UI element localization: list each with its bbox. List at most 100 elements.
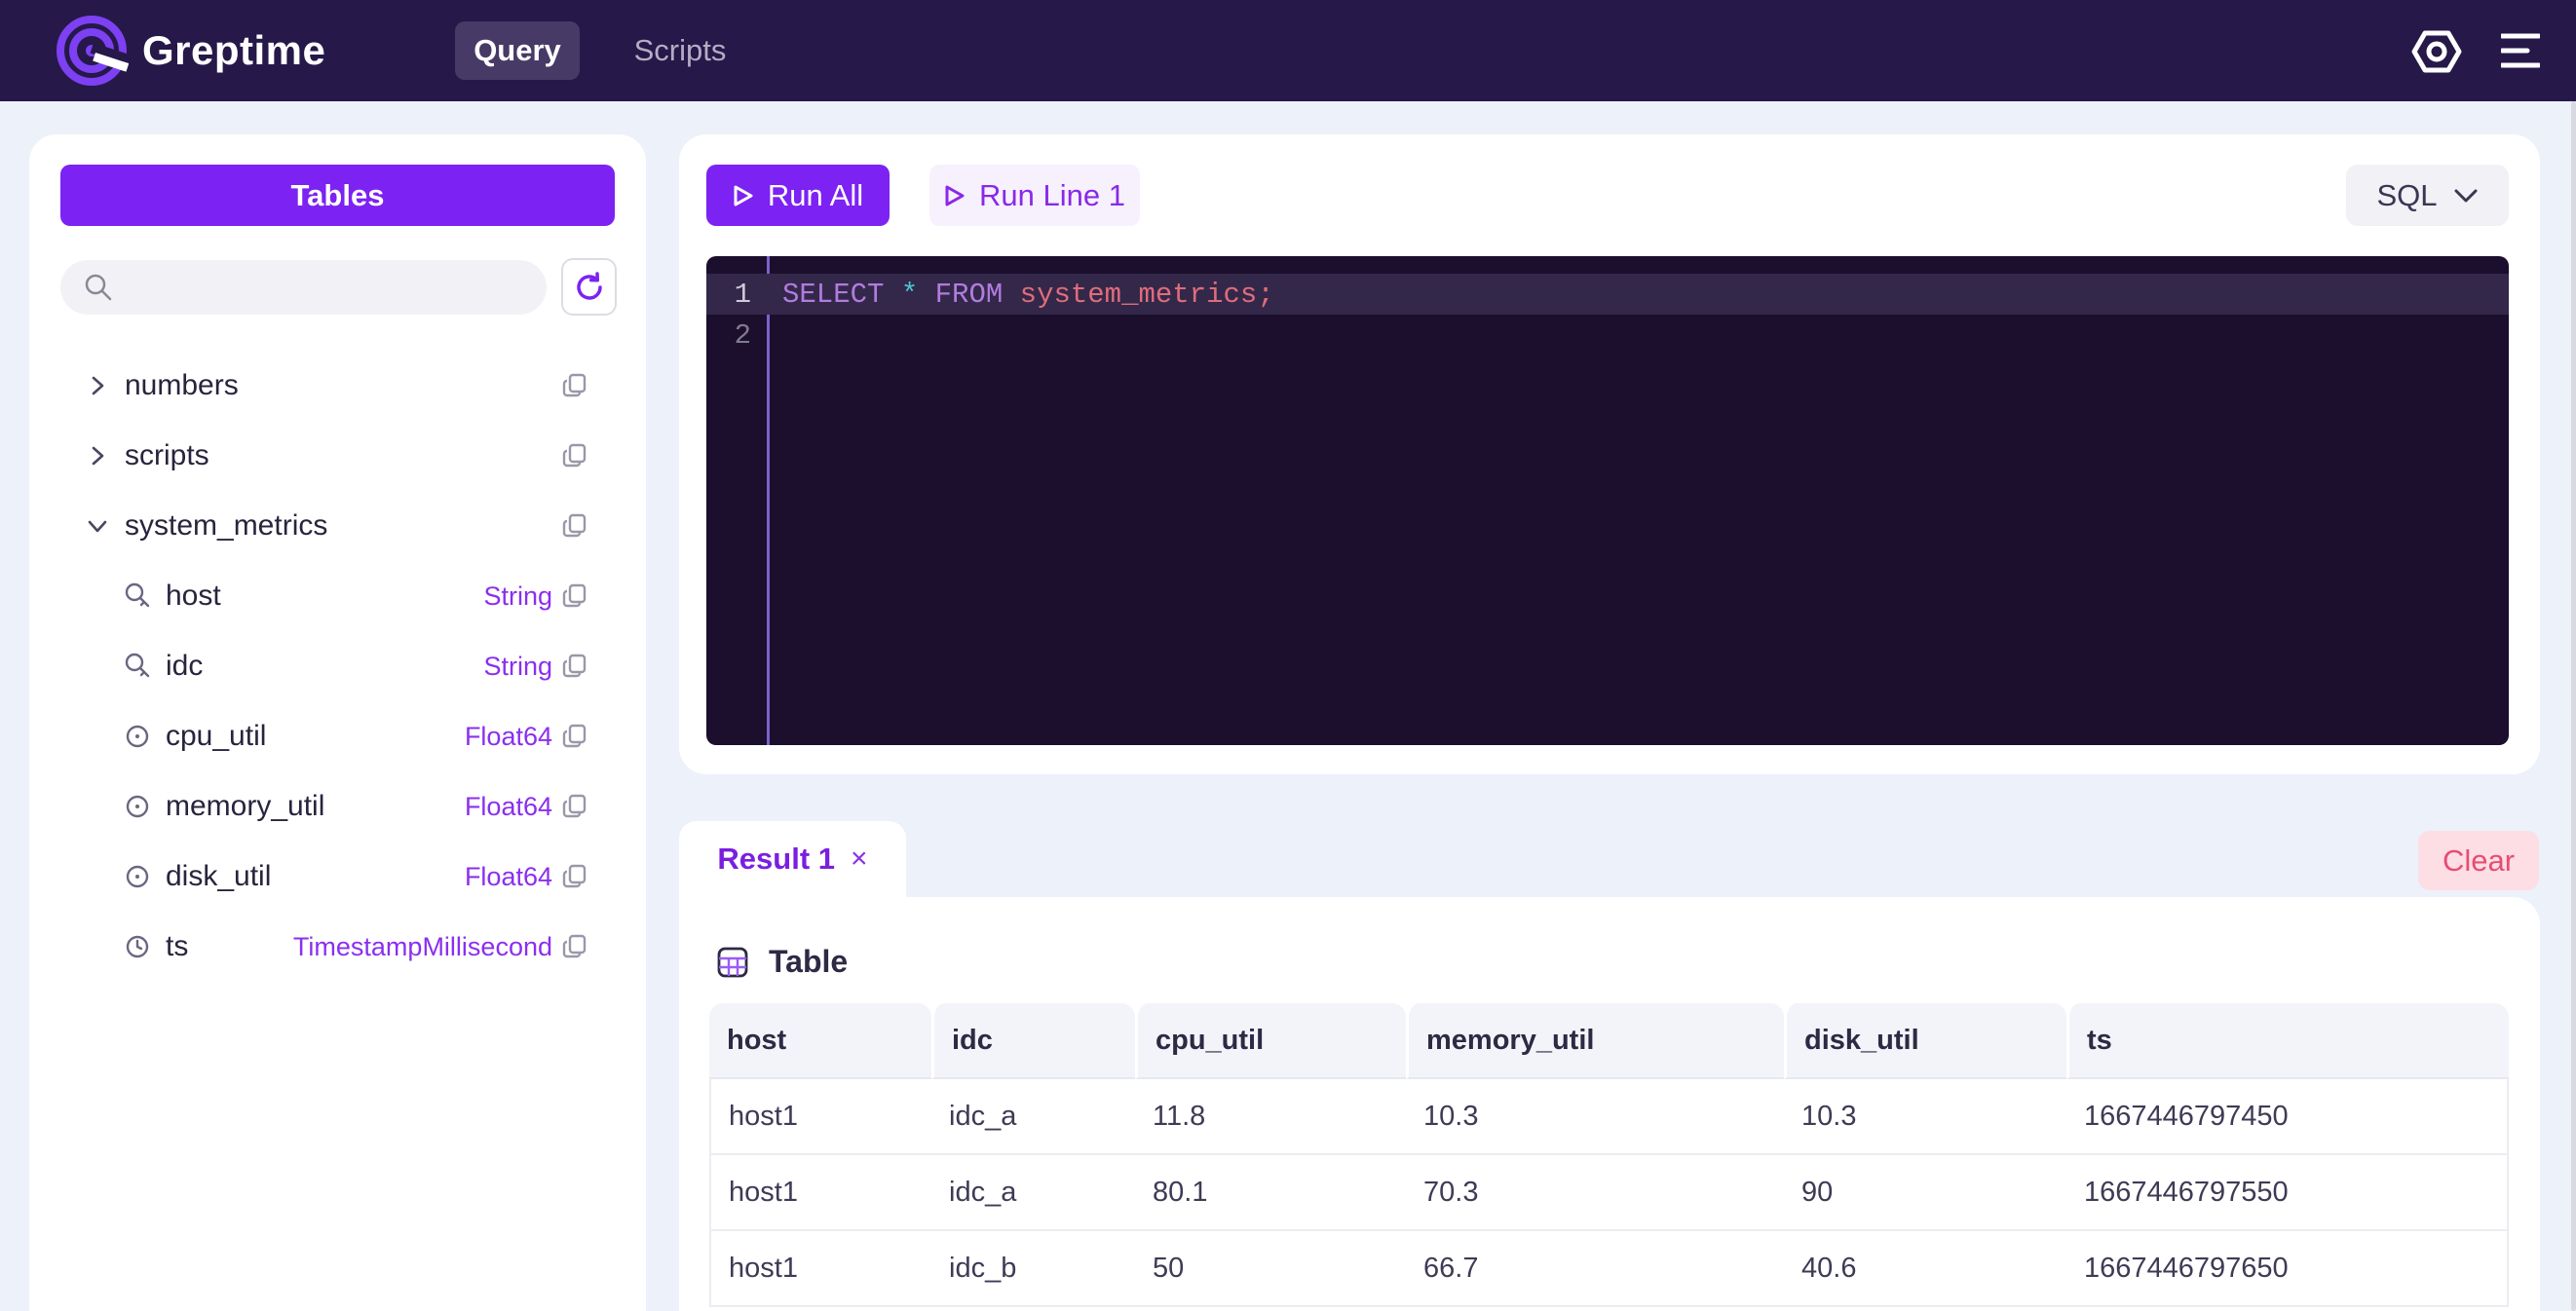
- column-header-cpu-util[interactable]: cpu_util: [1135, 1003, 1406, 1079]
- tree-column-label: disk_util: [166, 860, 272, 892]
- tree-column-ts[interactable]: ts TimestampMillisecond: [29, 912, 646, 982]
- line-number: 1: [734, 278, 751, 311]
- search-input[interactable]: [127, 272, 536, 303]
- result-data-table: host idc cpu_util memory_util disk_util …: [709, 1003, 2509, 1307]
- table-row: host1 idc_a 11.8 10.3 10.3 1667446797450: [709, 1079, 2509, 1155]
- key-icon: [123, 652, 166, 681]
- copy-icon[interactable]: [562, 864, 587, 889]
- sql-semicolon: ;: [1257, 278, 1274, 311]
- language-select[interactable]: SQL: [2346, 165, 2509, 226]
- table-grid-icon: [716, 946, 749, 979]
- page-scrollbar[interactable]: [2571, 101, 2576, 1311]
- chevron-right-icon[interactable]: [86, 444, 125, 468]
- editor-line-1[interactable]: 1 SELECT * FROM system_metrics;: [706, 274, 2509, 315]
- cell-idc: idc_a: [931, 1155, 1135, 1231]
- sql-keyword: FROM: [934, 278, 1004, 311]
- tree-item-scripts[interactable]: scripts: [29, 421, 646, 491]
- tables-button[interactable]: Tables: [60, 165, 615, 226]
- copy-icon[interactable]: [562, 443, 587, 468]
- tree-column-cpu-util[interactable]: cpu_util Float64: [29, 701, 646, 771]
- copy-icon[interactable]: [562, 794, 587, 819]
- chevron-down-icon[interactable]: [86, 514, 125, 538]
- tree-column-label: host: [166, 580, 221, 612]
- query-editor-panel: Run All Run Line 1 SQL 1 SELECT * FROM s…: [679, 134, 2540, 774]
- refresh-icon: [573, 271, 606, 304]
- tree-column-label: memory_util: [166, 790, 325, 822]
- chevron-right-icon[interactable]: [86, 374, 125, 397]
- settings-gear-icon[interactable]: [2410, 25, 2463, 78]
- run-line-label: Run Line 1: [979, 177, 1125, 212]
- table-row: host1 idc_b 50 66.7 40.6 1667446797650: [709, 1231, 2509, 1307]
- language-select-value: SQL: [2376, 177, 2438, 212]
- cell-ts: 1667446797650: [2066, 1231, 2509, 1307]
- copy-icon[interactable]: [562, 583, 587, 609]
- clock-icon: [123, 932, 166, 961]
- cell-disk-util: 90: [1784, 1155, 2066, 1231]
- brand-name: Greptime: [142, 27, 326, 73]
- run-all-label: Run All: [767, 177, 864, 212]
- sql-operator: *: [900, 278, 919, 311]
- copy-icon[interactable]: [562, 934, 587, 959]
- column-type-badge: String: [483, 581, 552, 611]
- editor-gutter-divider: [767, 256, 770, 745]
- copy-icon[interactable]: [562, 373, 587, 398]
- column-type-badge: Float64: [464, 721, 552, 751]
- menu-hamburger-icon[interactable]: [2501, 33, 2540, 68]
- column-header-idc[interactable]: idc: [931, 1003, 1135, 1079]
- column-type-badge: Float64: [464, 791, 552, 821]
- tab-query-label: Query: [474, 33, 561, 67]
- clear-results-button[interactable]: Clear: [2418, 831, 2539, 890]
- table-header-row: host idc cpu_util memory_util disk_util …: [709, 1003, 2509, 1079]
- tree-column-disk-util[interactable]: disk_util Float64: [29, 842, 646, 912]
- tree-item-system-metrics[interactable]: system_metrics: [29, 491, 646, 561]
- tab-query[interactable]: Query: [455, 21, 580, 80]
- column-header-memory-util[interactable]: memory_util: [1406, 1003, 1784, 1079]
- result-tab[interactable]: Result 1 ×: [679, 821, 906, 897]
- tree-item-label: scripts: [125, 439, 209, 471]
- cell-memory-util: 10.3: [1406, 1079, 1784, 1155]
- editor-code-line: SELECT * FROM system_metrics;: [767, 279, 1274, 311]
- cell-host: host1: [709, 1155, 931, 1231]
- tree-column-memory-util[interactable]: memory_util Float64: [29, 771, 646, 842]
- result-view-title: Table: [716, 944, 848, 980]
- tree-item-numbers[interactable]: numbers: [29, 351, 646, 421]
- column-type-badge: TimestampMillisecond: [292, 931, 552, 961]
- cell-idc: idc_b: [931, 1231, 1135, 1307]
- copy-icon[interactable]: [562, 654, 587, 679]
- editor-line-2[interactable]: 2: [706, 315, 2509, 356]
- tree-column-label: idc: [166, 650, 204, 682]
- result-panel: Table host idc cpu_util memory_util disk…: [679, 897, 2540, 1311]
- search-icon: [84, 273, 113, 302]
- sql-keyword: SELECT: [782, 278, 885, 311]
- cell-ts: 1667446797450: [2066, 1079, 2509, 1155]
- copy-icon[interactable]: [562, 724, 587, 749]
- table-search[interactable]: [60, 260, 547, 315]
- tree-item-label: numbers: [125, 369, 239, 401]
- run-line-button[interactable]: Run Line 1: [929, 165, 1140, 226]
- column-header-ts[interactable]: ts: [2066, 1003, 2509, 1079]
- tree-column-label: cpu_util: [166, 720, 267, 752]
- cell-ts: 1667446797550: [2066, 1155, 2509, 1231]
- column-header-disk-util[interactable]: disk_util: [1784, 1003, 2066, 1079]
- tree-column-label: ts: [166, 930, 189, 962]
- field-value-icon: [123, 862, 166, 891]
- refresh-tables-button[interactable]: [561, 258, 617, 316]
- close-icon[interactable]: ×: [851, 843, 868, 875]
- chevron-down-icon: [2453, 187, 2479, 205]
- tables-tree: numbers scripts system_metrics: [29, 351, 646, 982]
- column-header-host[interactable]: host: [709, 1003, 931, 1079]
- tab-scripts-label: Scripts: [633, 33, 727, 67]
- cell-cpu-util: 80.1: [1135, 1155, 1406, 1231]
- cell-disk-util: 10.3: [1784, 1079, 2066, 1155]
- copy-icon[interactable]: [562, 513, 587, 539]
- sql-code-editor[interactable]: 1 SELECT * FROM system_metrics; 2: [706, 256, 2509, 745]
- run-all-button[interactable]: Run All: [706, 165, 890, 226]
- tree-column-idc[interactable]: idc String: [29, 631, 646, 701]
- tree-item-label: system_metrics: [125, 509, 328, 542]
- cell-host: host1: [709, 1079, 931, 1155]
- line-number: 2: [734, 318, 751, 352]
- tree-column-host[interactable]: host String: [29, 561, 646, 631]
- cell-memory-util: 66.7: [1406, 1231, 1784, 1307]
- tab-scripts[interactable]: Scripts: [617, 21, 743, 80]
- result-view-title-label: Table: [769, 944, 849, 979]
